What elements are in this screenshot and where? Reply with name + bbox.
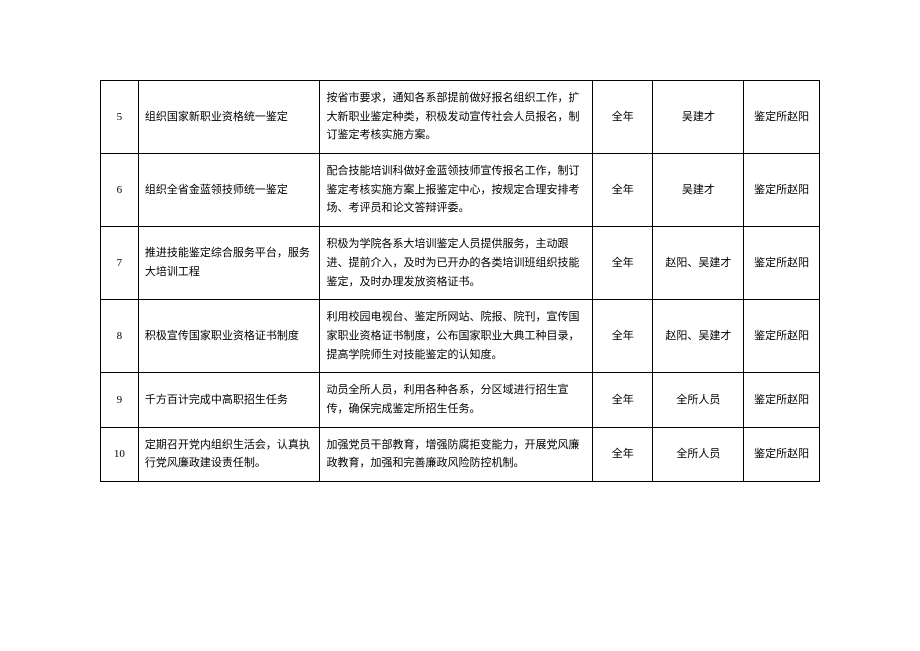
row-number: 6 [101,154,139,227]
task-description: 动员全所人员，利用各种各系，分区域进行招生宣传，确保完成鉴定所招生任务。 [320,373,592,427]
time-period: 全年 [592,227,653,300]
table-row: 5 组织国家新职业资格统一鉴定 按省市要求，通知各系部提前做好报名组织工作，扩大… [101,81,820,154]
time-period: 全年 [592,373,653,427]
task-name: 定期召开党内组织生活会，认真执行党风廉政建设责任制。 [138,427,320,481]
table-row: 8 积极宣传国家职业资格证书制度 利用校园电视台、鉴定所网站、院报、院刊，宣传国… [101,300,820,373]
task-description: 加强党员干部教育，增强防腐拒变能力，开展党风廉政教育，加强和完善廉政风险防控机制… [320,427,592,481]
time-period: 全年 [592,154,653,227]
task-description: 积极为学院各系大培训鉴定人员提供服务，主动跟进、提前介入，及时为已开办的各类培训… [320,227,592,300]
task-name: 积极宣传国家职业资格证书制度 [138,300,320,373]
department: 鉴定所赵阳 [744,154,820,227]
task-name: 组织国家新职业资格统一鉴定 [138,81,320,154]
responsible-person: 全所人员 [653,373,744,427]
department: 鉴定所赵阳 [744,227,820,300]
work-plan-table: 5 组织国家新职业资格统一鉴定 按省市要求，通知各系部提前做好报名组织工作，扩大… [100,80,820,482]
row-number: 5 [101,81,139,154]
responsible-person: 全所人员 [653,427,744,481]
department: 鉴定所赵阳 [744,300,820,373]
department: 鉴定所赵阳 [744,427,820,481]
row-number: 7 [101,227,139,300]
responsible-person: 吴建才 [653,81,744,154]
time-period: 全年 [592,81,653,154]
responsible-person: 赵阳、吴建才 [653,227,744,300]
responsible-person: 赵阳、吴建才 [653,300,744,373]
row-number: 9 [101,373,139,427]
time-period: 全年 [592,427,653,481]
table-row: 6 组织全省金蓝领技师统一鉴定 配合技能培训科做好金蓝领技师宣传报名工作，制订鉴… [101,154,820,227]
department: 鉴定所赵阳 [744,81,820,154]
table-row: 9 千方百计完成中高职招生任务 动员全所人员，利用各种各系，分区域进行招生宣传，… [101,373,820,427]
task-name: 推进技能鉴定综合服务平台，服务大培训工程 [138,227,320,300]
task-description: 利用校园电视台、鉴定所网站、院报、院刊，宣传国家职业资格证书制度，公布国家职业大… [320,300,592,373]
time-period: 全年 [592,300,653,373]
table-row: 7 推进技能鉴定综合服务平台，服务大培训工程 积极为学院各系大培训鉴定人员提供服… [101,227,820,300]
task-description: 按省市要求，通知各系部提前做好报名组织工作，扩大新职业鉴定种类，积极发动宣传社会… [320,81,592,154]
task-description: 配合技能培训科做好金蓝领技师宣传报名工作，制订鉴定考核实施方案上报鉴定中心，按规… [320,154,592,227]
table-row: 10 定期召开党内组织生活会，认真执行党风廉政建设责任制。 加强党员干部教育，增… [101,427,820,481]
table-body: 5 组织国家新职业资格统一鉴定 按省市要求，通知各系部提前做好报名组织工作，扩大… [101,81,820,482]
department: 鉴定所赵阳 [744,373,820,427]
row-number: 10 [101,427,139,481]
task-name: 千方百计完成中高职招生任务 [138,373,320,427]
row-number: 8 [101,300,139,373]
responsible-person: 吴建才 [653,154,744,227]
task-name: 组织全省金蓝领技师统一鉴定 [138,154,320,227]
